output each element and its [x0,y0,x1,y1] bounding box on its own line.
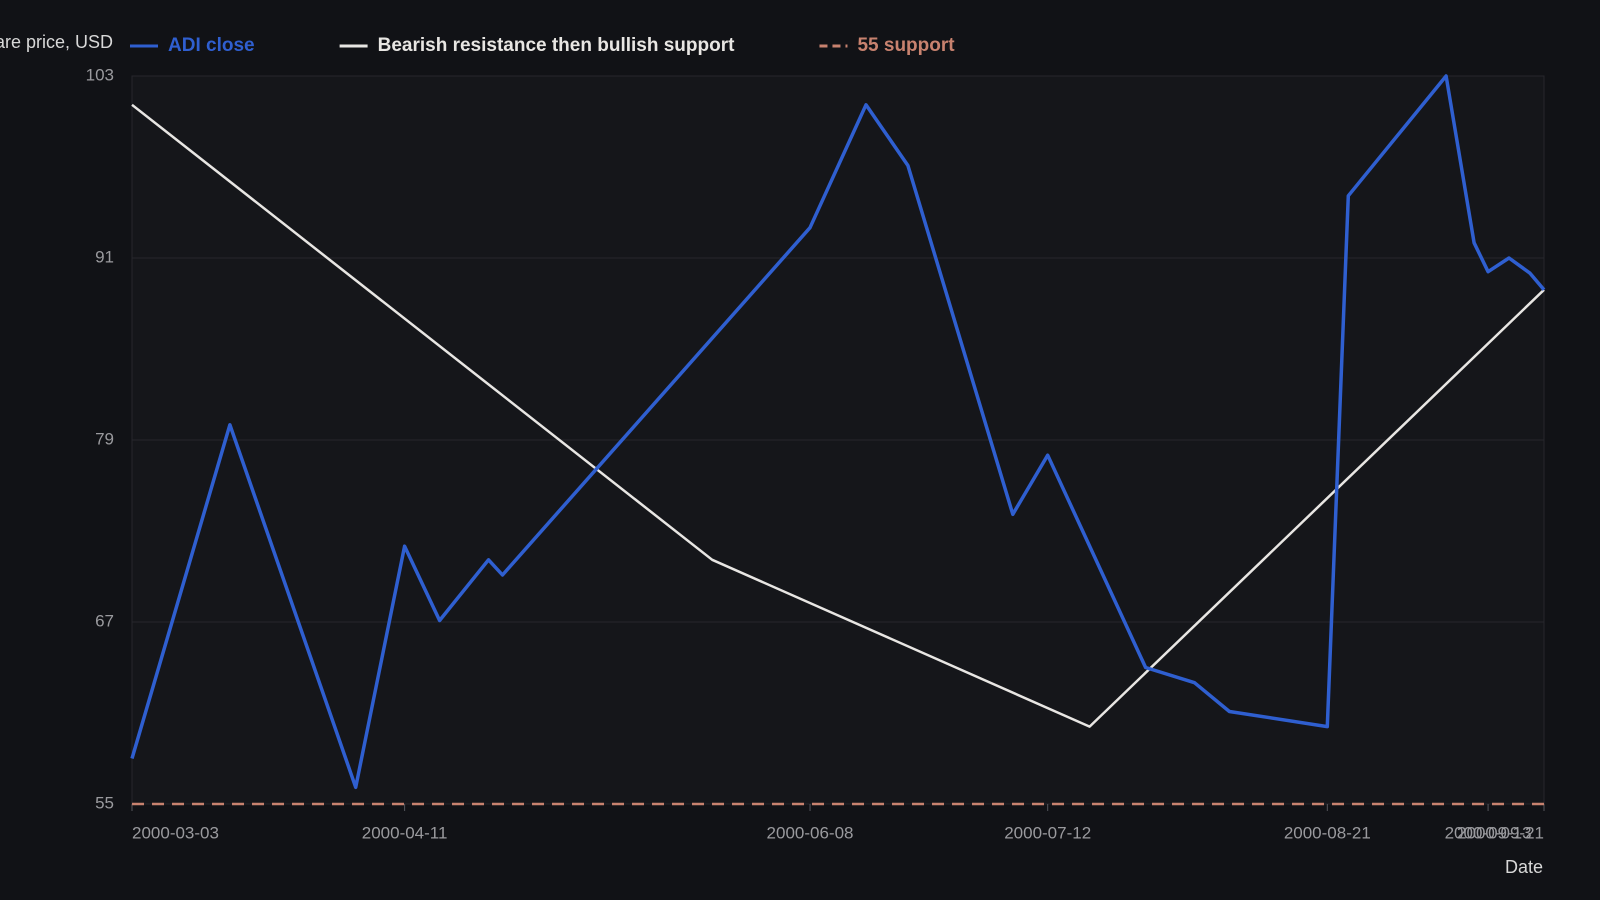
legend-label: 55 support [857,35,955,56]
x-tick-label: 2000-07-12 [1004,823,1091,842]
series-line [130,74,1546,790]
y-tick-label: 91 [95,247,114,266]
legend-label: ADI close [168,35,255,56]
x-tick-label: 2000-06-08 [767,823,854,842]
x-tick-label: 2000-04-11 [362,823,448,842]
x-tick-label: 2000-08-21 [1284,823,1371,842]
series-line [131,103,1545,728]
y-tick-label: 79 [95,429,114,448]
y-tick-label: 67 [95,611,114,630]
y-axis-title: Share price, USD [0,32,113,52]
y-tick-label: 103 [86,65,114,84]
x-tick-label: 2000-09-21 [1457,823,1544,842]
x-tick-label: 2000-09-13 [1445,823,1532,842]
x-axis-title: Date [1505,857,1543,877]
legend-label: Bearish resistance then bullish support [378,35,736,56]
x-tick-label: 2000-03-03 [132,823,219,842]
y-tick-label: 55 [95,793,114,812]
